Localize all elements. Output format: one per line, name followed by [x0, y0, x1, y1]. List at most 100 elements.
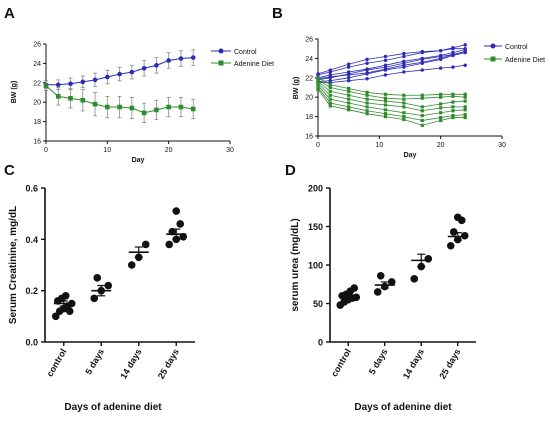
panel-a-control-point: [55, 82, 61, 88]
panel-b-control-point: [420, 49, 424, 54]
panel-b-adenine-point: [451, 114, 455, 118]
panel-a-control-point: [68, 81, 73, 87]
panel-b-adenine-line: [317, 89, 466, 126]
panel-b-control-point: [383, 73, 388, 77]
panel-letter-d: D: [285, 162, 296, 179]
panel-b-adenine-point: [439, 115, 443, 120]
panel-b-adenine-point: [347, 86, 351, 91]
panel-b-adenine-point: [347, 101, 351, 105]
panel-b-adenine-point: [383, 112, 388, 116]
panel-b-adenine-line: [317, 79, 466, 100]
panel-b-adenine-point: [451, 94, 455, 98]
panel-b-adenine-point: [383, 92, 388, 96]
panel-a-control-point: [105, 74, 110, 80]
panel-b-adenine-point: [463, 99, 467, 103]
panel-b-control-point: [346, 65, 351, 69]
panel-b-control-point: [451, 52, 455, 57]
panel-b-control-line: [317, 44, 466, 76]
panel-b-adenine-point: [383, 96, 388, 100]
panel-b-adenine-line: [317, 85, 466, 117]
panel-a-ytick-label: 16: [33, 139, 41, 146]
panel-d-point: [373, 288, 382, 296]
panel-b-control-point: [463, 43, 467, 47]
panel-b-adenine-point: [365, 93, 369, 97]
panel-b-adenine-point: [451, 105, 455, 109]
panel-a-ylabel: BW (g): [11, 81, 18, 104]
panel-d-chart: 0 50 100 150 200 control 5 days 14 days 25 days…: [290, 184, 476, 413]
panel-c-ylabel: Serum Creatinine, mg/dL: [8, 206, 19, 324]
panel-b-control-point: [365, 68, 369, 72]
panel-c-point: [127, 261, 136, 269]
panel-a-control-point: [190, 55, 196, 60]
panel-a-ytick-label: 26: [33, 42, 41, 49]
panel-b-adenine-point: [316, 80, 320, 84]
panel-c-ytick-label: 0.2: [25, 286, 38, 296]
panel-b-adenine-point: [439, 92, 443, 96]
panel-a-control-point: [166, 58, 171, 63]
panel-b-control-point: [463, 49, 467, 54]
panel-d-ytick-label: 50: [313, 299, 323, 309]
panel-b-adenine-point: [328, 101, 332, 105]
panel-a-xtick-label: 0: [44, 147, 48, 154]
legend-label-control: Control: [234, 49, 257, 56]
panel-d-xlabel: Days of adenine diet: [354, 402, 452, 413]
panel-d-ytick-label: 0: [318, 338, 323, 348]
panel-b-adenine-point: [402, 101, 406, 105]
panel-b-xtick-label: 0: [316, 142, 320, 149]
legend-marker-adenine: [218, 60, 224, 66]
panel-b-adenine-point: [383, 108, 388, 112]
panel-a-chart: 16 18 20 22 24 26 0 10 20 30 BW (g) Day Control …: [11, 42, 274, 165]
panel-b-control-point: [402, 51, 406, 56]
panel-c-point: [51, 312, 60, 321]
panel-b-control-point: [328, 68, 332, 72]
panel-b-adenine-point: [420, 114, 424, 118]
panel-b-control-point: [463, 47, 467, 51]
panel-a-control-point: [178, 56, 184, 61]
panel-b-adenine-point: [439, 118, 443, 123]
panel-b-control-point: [365, 61, 369, 65]
panel-a-adenine-point: [166, 104, 171, 110]
panel-c-point: [172, 207, 181, 215]
legend-marker-adenine: [490, 56, 496, 62]
panel-b-ytick-label: 16: [305, 134, 313, 141]
panel-a-xlabel: Day: [132, 157, 145, 164]
panel-d-point: [449, 228, 458, 236]
panel-b-adenine-point: [383, 115, 388, 119]
panel-b-adenine-point: [365, 112, 369, 116]
panel-b-adenine-point: [316, 82, 320, 86]
panel-b-control-point: [402, 70, 406, 74]
panel-a-xtick-label: 10: [103, 147, 111, 154]
panel-b-xtick-label: 20: [437, 142, 445, 149]
panel-d-point: [387, 278, 396, 286]
panel-b-control-point: [383, 67, 388, 71]
panel-b-adenine-point: [347, 108, 351, 112]
panel-b-control-point: [316, 72, 320, 76]
panel-b-ytick-label: 22: [305, 75, 313, 82]
panel-letter-c: C: [4, 162, 15, 179]
panel-a-xtick-label: 20: [165, 147, 173, 154]
panel-a-xtick-label: 30: [226, 147, 234, 154]
panel-b-adenine-point: [316, 78, 320, 82]
panel-b-adenine-point: [328, 104, 332, 108]
panel-b-adenine-point: [420, 93, 424, 97]
panel-c-ytick-label: 0.6: [25, 184, 38, 194]
panel-b-adenine-point: [420, 96, 424, 100]
panel-b-adenine-point: [328, 89, 332, 93]
panel-d-point: [446, 241, 455, 250]
panel-b-adenine-point: [365, 101, 369, 105]
panel-a-control-point: [92, 77, 98, 83]
panel-b-adenine-line: [317, 81, 466, 108]
panel-a-control-point: [117, 71, 122, 77]
panel-b-adenine-point: [328, 93, 332, 97]
panel-b-adenine-point: [439, 106, 443, 110]
panel-b-adenine-point: [439, 95, 443, 99]
panel-c-point: [176, 220, 185, 228]
panel-d-point: [424, 255, 433, 263]
panel-b-legend: Control Adenine Diet: [484, 43, 545, 64]
panel-b-ylabel: BW (g): [293, 77, 300, 100]
panel-a-legend: Control Adenine Diet: [211, 48, 274, 68]
panel-a-adenine-point: [117, 104, 122, 110]
panel-c-xlabel: Days of adenine diet: [64, 402, 162, 413]
